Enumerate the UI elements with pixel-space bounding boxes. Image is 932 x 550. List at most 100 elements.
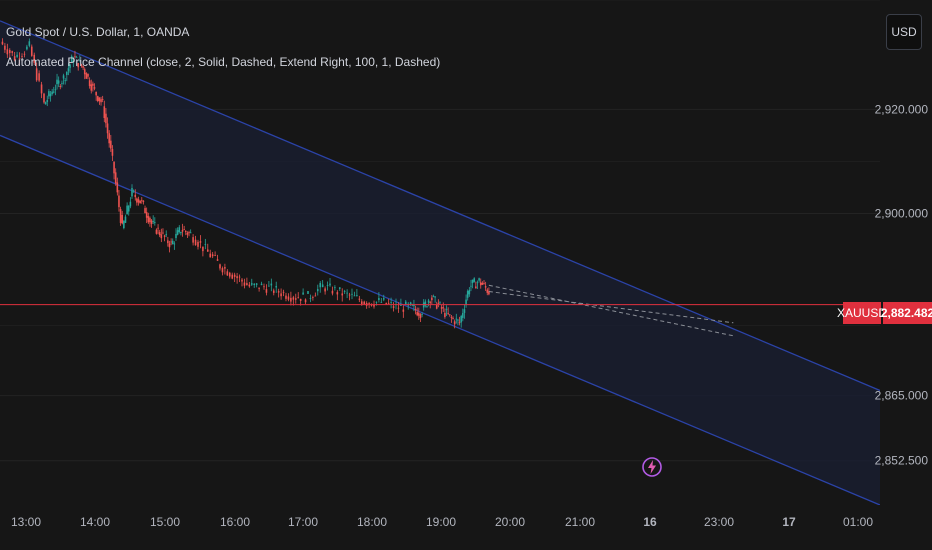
candle (231, 274, 234, 279)
x-tick-label: 17 (782, 515, 796, 529)
candle (26, 46, 28, 50)
candle (139, 200, 141, 204)
candle (463, 309, 466, 313)
candle (106, 123, 109, 134)
candle (287, 296, 290, 300)
candle (96, 96, 99, 102)
candle (450, 317, 453, 318)
candle (202, 246, 204, 252)
candle (40, 84, 43, 94)
candle (132, 190, 135, 192)
candle (268, 285, 270, 287)
candle (28, 41, 31, 46)
candle (162, 232, 164, 234)
candle (275, 286, 278, 288)
candle (326, 285, 329, 286)
candle (437, 303, 440, 305)
candle (85, 73, 88, 79)
candle (83, 69, 86, 75)
candle (4, 45, 6, 50)
currency-button[interactable]: USD (886, 14, 922, 50)
x-tick-label: 17:00 (288, 515, 318, 529)
candle (147, 216, 150, 223)
candle (124, 216, 127, 223)
candle (119, 209, 122, 223)
y-tick-label: 2,900.000 (875, 206, 929, 220)
candle (302, 292, 304, 295)
y-tick-label: 2,920.000 (875, 102, 929, 116)
candle (416, 312, 418, 316)
candle (194, 239, 197, 246)
candle (314, 295, 317, 297)
candle (414, 309, 417, 311)
time-axis[interactable] (0, 505, 932, 550)
candle (176, 230, 179, 235)
candle (460, 315, 462, 323)
candle (343, 291, 346, 292)
candle (181, 229, 184, 232)
candle (304, 299, 307, 303)
candle (35, 68, 38, 81)
candle (144, 208, 146, 214)
candle (392, 306, 395, 308)
candle (452, 318, 454, 319)
indicator-legend[interactable]: Automated Price Channel (close, 2, Solid… (6, 55, 441, 69)
candle (356, 295, 358, 296)
candle (56, 79, 58, 85)
candle (285, 295, 287, 299)
candle (419, 314, 422, 319)
candle (373, 304, 375, 307)
candle (11, 51, 14, 53)
candle (427, 300, 430, 303)
candle (80, 64, 83, 67)
candle (126, 205, 128, 215)
candle (118, 195, 120, 208)
candle (486, 289, 489, 293)
candle (280, 293, 282, 297)
candle (134, 194, 137, 198)
candle (338, 287, 341, 289)
symbol-price-tag: XAUUSD (837, 302, 887, 324)
candle (224, 267, 226, 269)
candle (18, 58, 21, 59)
candle (465, 299, 467, 306)
channel-lower-line (0, 134, 881, 506)
candle (445, 309, 448, 310)
candle (13, 56, 16, 61)
x-tick-label: 01:00 (843, 515, 873, 529)
candle (458, 321, 461, 323)
candle (70, 56, 73, 62)
candle (431, 297, 433, 301)
candle (155, 229, 158, 234)
candle (226, 271, 229, 276)
chart-legend-title[interactable]: Gold Spot / U.S. Dollar, 1, OANDA (6, 25, 190, 39)
candle (418, 312, 420, 316)
candle (165, 234, 168, 236)
candle (183, 229, 185, 231)
candle (48, 91, 50, 97)
candle (157, 227, 159, 229)
candle (186, 232, 189, 235)
candle (216, 259, 219, 261)
candle (309, 298, 312, 299)
candle (121, 214, 124, 224)
candle (44, 102, 47, 105)
price-axis[interactable] (880, 0, 932, 550)
lightning-alert-icon[interactable] (641, 456, 663, 478)
channel-fill (0, 20, 880, 506)
candle (93, 87, 96, 89)
candle (150, 220, 153, 224)
candle (426, 306, 428, 308)
candle (54, 89, 57, 91)
candle (453, 321, 456, 325)
candle (92, 83, 94, 86)
candle (483, 283, 485, 284)
x-tick-label: 23:00 (704, 515, 734, 529)
candle (74, 56, 76, 58)
candle (154, 222, 156, 224)
candle (360, 301, 363, 305)
candle (46, 99, 49, 103)
candle (127, 206, 130, 212)
